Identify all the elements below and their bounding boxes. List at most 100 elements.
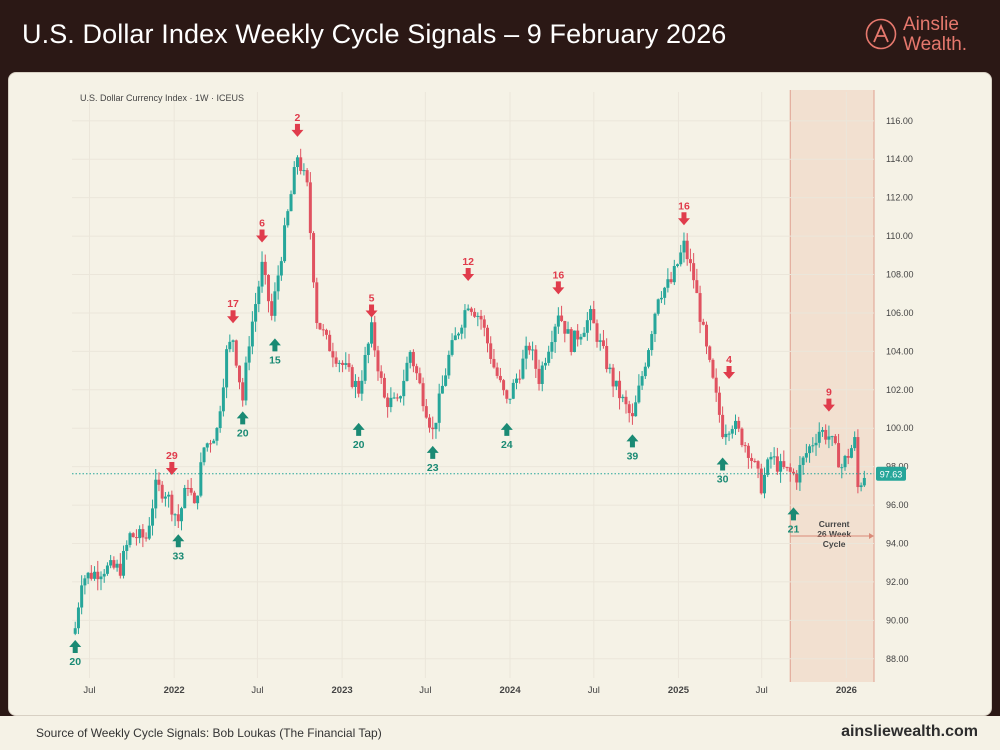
- site-url[interactable]: ainsliewealth.com: [841, 723, 978, 740]
- candle-body: [830, 436, 834, 438]
- candle-body: [160, 484, 164, 499]
- candle-body: [434, 422, 438, 430]
- candle-body: [734, 420, 738, 430]
- candle-body: [225, 349, 229, 388]
- candle-body: [798, 464, 802, 483]
- candle-body: [270, 301, 274, 316]
- x-tick-label: 2024: [499, 685, 521, 696]
- candle-body: [131, 533, 135, 538]
- candle-body: [730, 429, 734, 434]
- sell-signal-label: 16: [553, 269, 565, 281]
- candle-body: [408, 352, 412, 363]
- candle-body: [627, 404, 631, 414]
- y-tick-label: 90.00: [886, 615, 909, 625]
- candle-body: [762, 474, 766, 494]
- x-tick-label: 2022: [164, 685, 185, 696]
- candle-body: [263, 261, 267, 276]
- candle-body: [386, 397, 390, 408]
- buy-signal-arrow: [626, 434, 639, 448]
- candle-body: [250, 321, 254, 347]
- candle-body: [485, 327, 489, 344]
- candle-body: [537, 368, 541, 384]
- candle-body: [756, 461, 760, 469]
- candle-body: [856, 437, 860, 488]
- candle-body: [795, 473, 799, 483]
- candle-body: [714, 377, 718, 393]
- buy-signal-label: 20: [237, 427, 249, 439]
- candle-body: [292, 167, 296, 195]
- y-tick-label: 110.00: [886, 231, 913, 241]
- candle-body: [679, 252, 683, 265]
- sell-signal-label: 16: [678, 200, 690, 212]
- buy-signal-arrow: [236, 411, 249, 425]
- candle-body: [266, 275, 270, 302]
- candle-body: [350, 367, 354, 387]
- logo-text-line1: Ainslie: [903, 14, 959, 35]
- y-tick-label: 116.00: [886, 116, 913, 126]
- candle-body: [202, 447, 206, 463]
- sell-signal-arrow: [822, 398, 835, 412]
- sell-signal-arrow: [723, 365, 736, 379]
- cycle-label: Current: [819, 519, 850, 529]
- candle-body: [347, 363, 351, 368]
- candle-body: [283, 225, 287, 262]
- candle-body: [466, 308, 470, 311]
- candle-body: [614, 380, 618, 387]
- last-price-label: 97.63: [880, 469, 903, 479]
- candle-body: [382, 377, 386, 398]
- candle-body: [428, 417, 432, 428]
- y-tick-label: 104.00: [886, 346, 914, 356]
- candle-body: [846, 455, 850, 458]
- candle-body: [318, 323, 322, 330]
- sell-signal-arrow: [365, 304, 378, 318]
- candle-body: [511, 382, 515, 399]
- candle-body: [721, 414, 725, 438]
- candle-body: [746, 445, 750, 458]
- candle-body: [279, 261, 283, 276]
- candle-body: [540, 365, 544, 384]
- candle-body: [553, 326, 557, 343]
- ainslie-logo[interactable]: Ainslie Wealth.: [865, 14, 980, 58]
- candle-body: [411, 352, 415, 367]
- x-tick-label: Jul: [588, 685, 600, 696]
- candle-body: [402, 380, 406, 397]
- candle-body: [676, 264, 680, 266]
- candle-body: [234, 340, 238, 366]
- sell-signal-label: 29: [166, 450, 178, 462]
- candle-body: [788, 467, 792, 472]
- candle-body: [582, 332, 586, 337]
- candle-body: [257, 286, 261, 305]
- candle-body: [624, 396, 628, 405]
- y-tick-label: 114.00: [886, 154, 913, 164]
- y-tick-label: 88.00: [886, 654, 909, 664]
- candle-body: [254, 304, 258, 322]
- candle-body: [99, 576, 103, 580]
- candle-body: [392, 397, 396, 399]
- sell-signal-arrow: [256, 229, 269, 243]
- candle-body: [96, 571, 100, 580]
- candle-body: [331, 351, 335, 358]
- y-tick-label: 100.00: [886, 423, 914, 433]
- candle-body: [89, 572, 93, 579]
- candle-body: [724, 433, 728, 438]
- buy-signal-label: 39: [627, 450, 639, 462]
- candle-body: [682, 240, 686, 253]
- candle-body: [289, 194, 293, 212]
- candle-body: [508, 398, 512, 400]
- buy-signal-label: 20: [69, 656, 81, 668]
- candle-body: [192, 492, 196, 504]
- candle-body: [231, 340, 235, 342]
- buy-signal-arrow: [426, 445, 439, 459]
- candle-body: [144, 537, 148, 539]
- candle-body: [811, 445, 815, 447]
- candle-body: [373, 322, 377, 351]
- candle-body: [569, 329, 573, 353]
- candle-body: [125, 544, 129, 551]
- candle-body: [276, 275, 280, 292]
- candle-body: [695, 280, 699, 294]
- chart-svg[interactable]: U.S. Dollar Currency Index · 1W · ICEUS 8…: [8, 72, 990, 714]
- y-tick-label: 112.00: [886, 193, 913, 203]
- candle-body: [212, 440, 216, 444]
- candle-body: [473, 311, 477, 317]
- buy-signal-arrow: [268, 338, 281, 352]
